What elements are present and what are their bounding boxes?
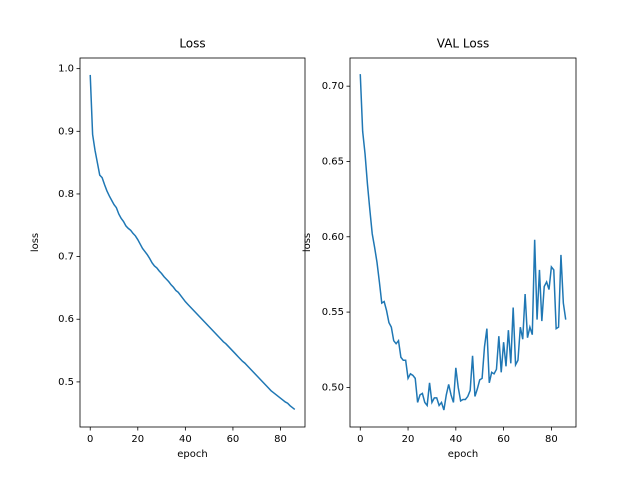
- y-tick-label: 0.6: [58, 314, 74, 325]
- y-tick-label: 1.0: [58, 64, 74, 75]
- y-tick-label: 0.8: [58, 189, 74, 200]
- x-tick-label: 80: [274, 434, 287, 445]
- x-tick-label: 60: [497, 434, 510, 445]
- x-tick-label: 40: [449, 434, 462, 445]
- x-tick-label: 20: [402, 434, 415, 445]
- y-tick-label: 0.55: [322, 307, 344, 318]
- x-tick-label: 0: [357, 434, 363, 445]
- y-tick-label: 0.5: [58, 377, 74, 388]
- loss-line: [359, 74, 567, 411]
- y-tick-label: 0.7: [58, 252, 74, 263]
- y-tick-label: 0.60: [322, 232, 344, 243]
- x-tick-label: 80: [545, 434, 558, 445]
- x-tick-label: 0: [87, 434, 93, 445]
- loss-line: [89, 74, 296, 411]
- axes-frame: [79, 57, 306, 428]
- x-tick-label: 60: [227, 434, 240, 445]
- axes-title: Loss: [179, 37, 205, 51]
- y-tick-label: 0.70: [322, 81, 344, 92]
- y-tick-label: 0.9: [58, 126, 74, 137]
- y-tick-label: 0.50: [322, 382, 344, 393]
- y-axis-label: loss: [302, 233, 313, 252]
- x-tick-label: 40: [179, 434, 192, 445]
- axes-frame: [349, 57, 577, 428]
- axes-title: VAL Loss: [437, 37, 489, 51]
- x-axis-label: epoch: [448, 449, 478, 460]
- y-tick-label: 0.65: [322, 156, 344, 167]
- x-axis-label: epoch: [177, 449, 207, 460]
- y-axis-label: loss: [30, 233, 41, 252]
- x-tick-label: 20: [131, 434, 144, 445]
